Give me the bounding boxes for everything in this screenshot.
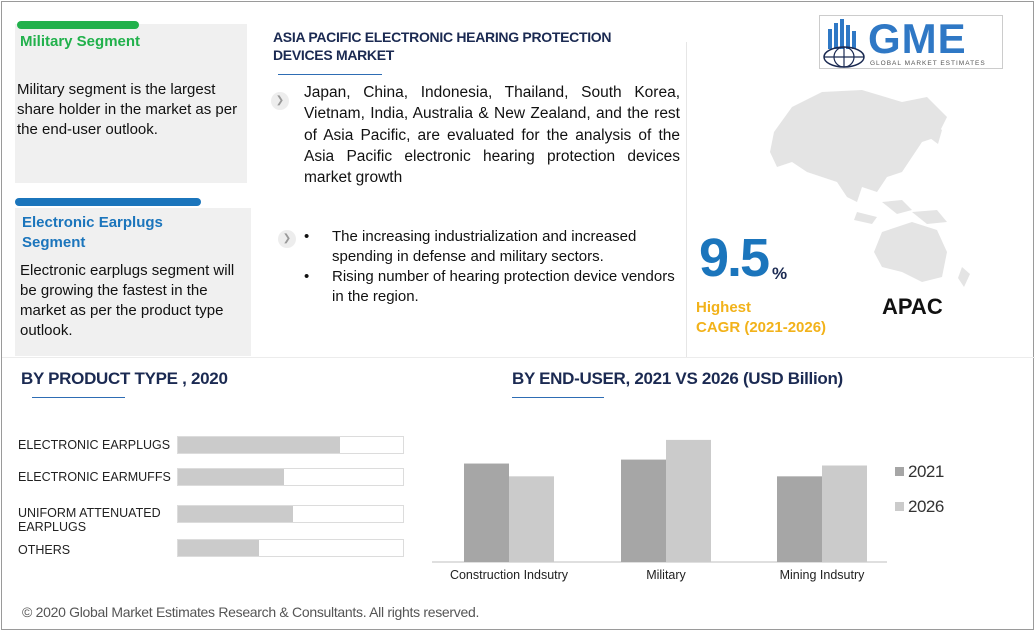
military-segment-text: Military segment is the largest share ho…: [17, 81, 238, 138]
legend-swatch: [895, 467, 904, 476]
product-type-category-label: ELECTRONIC EARPLUGS: [18, 438, 171, 452]
countries-text: Japan, China, Indonesia, Thailand, South…: [304, 84, 680, 187]
end-user-bar-2021: [464, 463, 509, 562]
product-type-category-label: UNIFORM ATTENUATED EARPLUGS: [18, 506, 161, 534]
driver-text: Rising number of hearing protection devi…: [332, 268, 675, 305]
copyright-notice: © 2020 Global Market Estimates Research …: [22, 604, 480, 620]
end-user-bar-2021: [621, 459, 666, 562]
end-user-category-label: Mining Indsutry: [780, 568, 866, 582]
earplugs-segment-title: Electronic Earplugs Segment: [22, 214, 163, 251]
product-type-chart-title: BY PRODUCT TYPE , 2020: [21, 369, 228, 388]
cagr-unit: %: [772, 264, 788, 283]
product-type-category-label: OTHERS: [18, 543, 71, 557]
logo-subtitle: GLOBAL MARKET ESTIMATES: [870, 60, 986, 67]
chevron-right-icon: ❯: [278, 230, 296, 248]
company-logo: GME GLOBAL MARKET ESTIMATES: [819, 15, 1003, 69]
product-type-bar: [178, 437, 340, 453]
product-type-category-label: ELECTRONIC EARMUFFS: [18, 470, 171, 484]
cagr-value: 9.5: [699, 228, 770, 288]
cagr-label-period: CAGR (2021-2026): [696, 319, 827, 336]
region-label: APAC: [882, 294, 943, 319]
bullet-dot-icon: •: [304, 268, 310, 285]
earplugs-segment-accent-bar: [15, 198, 201, 206]
product-type-bar-track: [177, 436, 404, 454]
title-underline: [278, 74, 382, 75]
earplugs-segment-text: Electronic earplugs segment will be grow…: [20, 262, 235, 339]
end-user-bar-2021: [777, 476, 822, 562]
end-user-bar-2026: [822, 465, 867, 562]
page-title: ASIA PACIFIC ELECTRONIC HEARING PROTECTI…: [273, 29, 612, 63]
logo-text: GME: [868, 15, 967, 62]
panel-divider: [686, 42, 687, 357]
section-divider: [2, 357, 1035, 358]
product-type-bar: [178, 540, 259, 556]
product-type-bar: [178, 469, 284, 485]
military-segment-card: [15, 24, 247, 183]
asia-pacific-map-icon: [770, 90, 970, 287]
product-type-bar-track: [177, 468, 404, 486]
product-type-bar: [178, 506, 293, 522]
legend-label: 2021: [908, 462, 944, 481]
end-user-chart: Construction Indsutry Military Mining Inds…: [432, 439, 887, 582]
product-type-bar-track: [177, 505, 404, 523]
end-user-bar-2026: [666, 439, 711, 562]
end-user-category-label: Military: [646, 568, 686, 582]
military-segment-title: Military Segment: [20, 33, 141, 50]
end-user-chart-title: BY END-USER, 2021 VS 2026 (USD Billion): [512, 369, 843, 388]
end-user-category-label: Construction Indsutry: [450, 568, 569, 582]
globe-skyline-icon: [823, 19, 865, 68]
military-segment-accent-bar: [17, 21, 139, 29]
driver-text: The increasing industrialization and inc…: [332, 228, 637, 265]
legend-label: 2026: [908, 497, 944, 516]
product-type-bar-track: [177, 539, 404, 557]
earplugs-segment-card: [15, 208, 251, 356]
end-user-bar-2026: [509, 476, 554, 562]
cagr-label-highest: Highest: [696, 299, 752, 316]
chevron-right-icon: ❯: [271, 92, 289, 110]
legend-swatch: [895, 502, 904, 511]
bullet-dot-icon: •: [304, 228, 310, 245]
product-type-title-underline: [32, 397, 125, 398]
end-user-title-underline: [512, 397, 604, 398]
